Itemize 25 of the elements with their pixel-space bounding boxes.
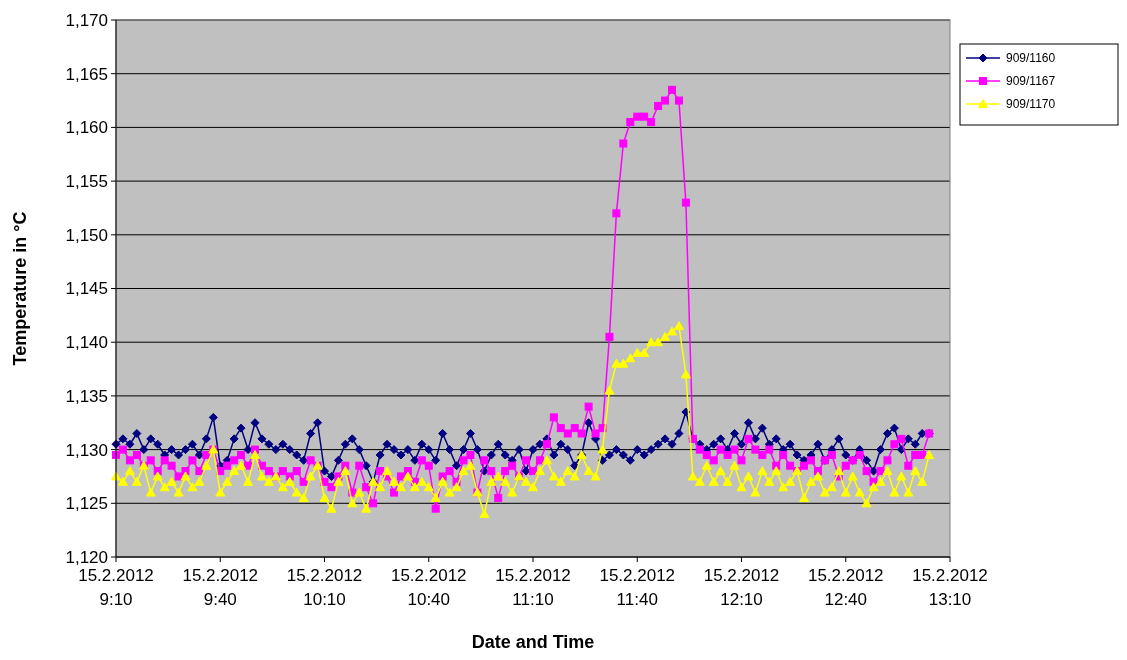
y-axis-title: Temperature in °C — [10, 211, 30, 366]
x-axis-title: Date and Time — [471, 632, 595, 652]
x-tick-label: 15.2.2012 12:40 — [807, 566, 884, 609]
y-tick-label: 1,145 — [65, 279, 108, 299]
y-tick-label: 1,140 — [65, 333, 108, 353]
y-tick-label: 1,170 — [65, 10, 108, 30]
x-tick-label: 15.2.2012 11:40 — [599, 566, 676, 609]
x-tick-label: 15.2.2012 10:10 — [286, 566, 363, 609]
y-tick-label: 1,160 — [65, 118, 108, 138]
y-tick-label: 1,120 — [65, 547, 108, 567]
y-tick-label: 1,155 — [65, 172, 108, 192]
legend-label: 909/1167 — [1006, 74, 1056, 89]
x-tick-label: 15.2.2012 12:10 — [703, 566, 780, 609]
y-tick-label: 1,150 — [65, 225, 108, 245]
x-tick-label: 15.2.2012 9:40 — [182, 566, 259, 609]
legend-label: 909/1170 — [1006, 97, 1056, 112]
y-tick-label: 1,135 — [65, 386, 108, 406]
y-tick-label: 1,125 — [65, 494, 108, 514]
x-tick-label: 15.2.2012 9:10 — [78, 566, 154, 609]
x-tick-label: 15.2.2012 11:10 — [495, 566, 571, 609]
legend-label: 909/1160 — [1006, 51, 1056, 66]
y-tick-label: 1,130 — [65, 440, 108, 460]
x-tick-label: 15.2.2012 10:40 — [390, 566, 467, 609]
x-tick-label: 15.2.2012 13:10 — [912, 566, 988, 609]
y-tick-label: 1,165 — [65, 64, 108, 84]
